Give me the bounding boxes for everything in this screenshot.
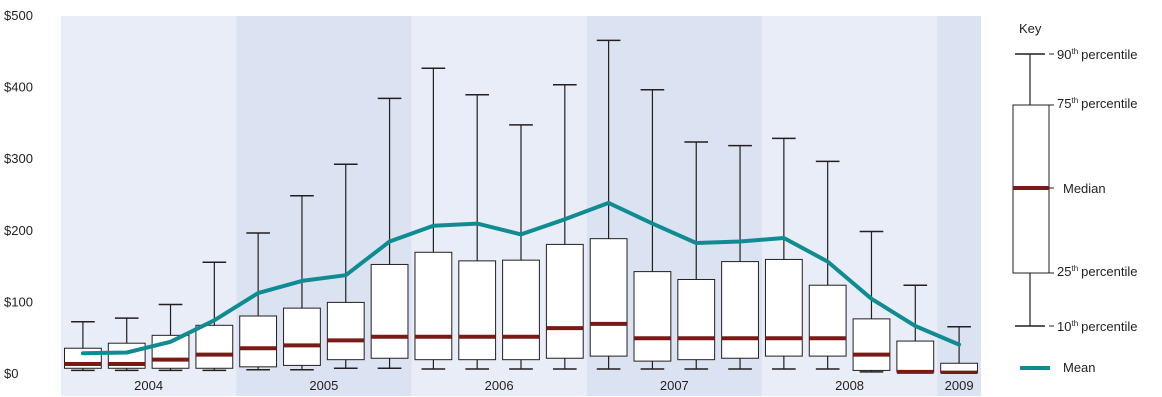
x-axis-band-2005 <box>236 374 412 396</box>
y-tick-label: $400 <box>4 80 33 95</box>
iqr-box <box>589 238 628 357</box>
iqr-box <box>545 243 584 359</box>
iqr-box <box>764 258 803 357</box>
iqr-box <box>458 260 497 361</box>
x-axis-band-2006 <box>411 374 587 396</box>
iqr-box <box>370 263 409 359</box>
box-18 <box>808 160 847 370</box>
iqr-box <box>721 261 759 359</box>
x-axis-band-2008 <box>761 374 938 396</box>
y-axis: $0 $100 $200 $300 $400 $500 <box>4 8 33 381</box>
iqr-box <box>283 307 321 366</box>
box-15 <box>677 141 716 370</box>
y-tick-label: $500 <box>4 8 33 23</box>
box-14 <box>633 88 672 370</box>
box-6 <box>283 194 321 371</box>
y-tick-label: $300 <box>4 151 33 166</box>
legend-p10-label: 10th percentile <box>1057 319 1138 334</box>
iqr-box <box>633 271 672 362</box>
x-tick-label: 2005 <box>309 378 338 393</box>
year-band-2004 <box>61 16 237 374</box>
iqr-box <box>896 340 935 373</box>
x-axis-band-2004 <box>61 374 237 396</box>
box-19 <box>852 230 891 373</box>
box-12 <box>545 83 584 370</box>
mean-line <box>80 200 962 356</box>
iqr-box <box>502 259 540 361</box>
box-10 <box>458 94 497 370</box>
y-tick-label: $200 <box>4 223 33 238</box>
box-11 <box>502 124 540 370</box>
legend-median-label: Median <box>1063 181 1106 196</box>
x-tick-label: 2004 <box>134 378 163 393</box>
legend-p90-label: 90th percentile <box>1057 47 1138 62</box>
y-tick-label: $100 <box>4 294 33 309</box>
legend-p75-label: 75th percentile <box>1057 96 1138 111</box>
box-20 <box>896 284 935 374</box>
x-tick-label: 2006 <box>485 378 514 393</box>
mean-line-layer <box>80 200 962 356</box>
box-13 <box>589 39 628 370</box>
y-tick-label: $0 <box>4 366 18 381</box>
x-tick-label: 2007 <box>660 378 689 393</box>
iqr-box <box>808 284 847 357</box>
iqr-box <box>239 315 278 368</box>
x-tick-label: 2009 <box>945 378 974 393</box>
box-16 <box>721 144 759 370</box>
x-axis: 2004 2005 2006 2007 2008 2009 <box>61 374 981 396</box>
year-band-2009 <box>937 16 981 374</box>
box-3 <box>151 303 190 372</box>
box-7 <box>326 163 365 370</box>
box-17 <box>764 137 803 370</box>
iqr-box <box>414 251 453 361</box>
x-axis-band-2007 <box>586 374 762 396</box>
legend-key: Key 90th percentile 75th percentile Median… <box>1012 21 1138 375</box>
iqr-box <box>326 301 365 361</box>
x-tick-label: 2008 <box>835 378 864 393</box>
legend-title: Key <box>1019 21 1042 36</box>
box-8 <box>370 97 409 370</box>
box-5 <box>239 232 278 371</box>
box-2 <box>107 317 146 372</box>
iqr-box <box>677 278 716 361</box>
legend-p25-label: 25th percentile <box>1057 264 1138 279</box>
box-21 <box>940 325 978 375</box>
legend-mean-label: Mean <box>1063 360 1096 375</box>
x-axis-band-2009 <box>937 374 981 396</box>
box-4 <box>195 261 234 372</box>
iqr-box <box>852 318 891 371</box>
box-9 <box>414 67 453 370</box>
iqr-box <box>195 324 234 369</box>
